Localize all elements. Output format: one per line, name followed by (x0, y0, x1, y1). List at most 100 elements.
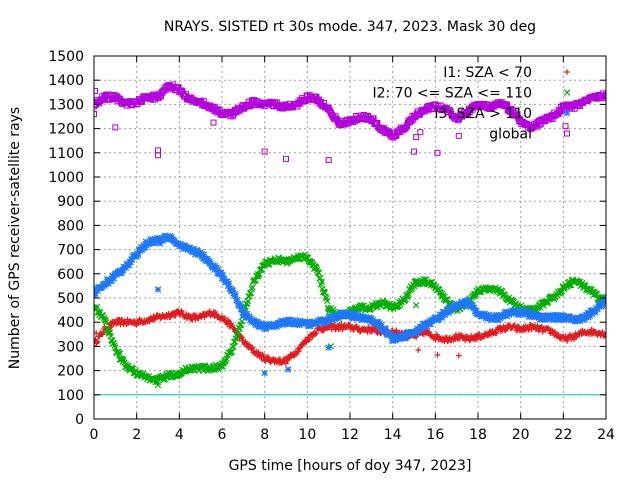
data-point (378, 321, 385, 328)
outlier-point (112, 124, 119, 131)
data-point (110, 275, 118, 282)
data-point (402, 125, 409, 132)
data-point (493, 330, 500, 337)
data-point (473, 307, 480, 315)
data-point (315, 269, 322, 277)
data-point (95, 338, 101, 344)
legend-label: I2: 70 <= SZA <= 110 (372, 86, 532, 102)
outlier-point (94, 111, 97, 118)
data-point (296, 345, 303, 352)
data-point (229, 113, 236, 120)
data-point (222, 315, 228, 321)
data-point (207, 260, 214, 268)
data-point (352, 310, 360, 318)
data-point (419, 325, 426, 333)
data-point (213, 311, 219, 317)
outlier-point (94, 88, 99, 95)
series-1 (94, 307, 606, 367)
data-point (323, 318, 331, 326)
data-point (532, 311, 540, 318)
data-point (266, 320, 273, 328)
data-point (178, 87, 185, 94)
data-point (230, 343, 237, 350)
data-point (192, 251, 199, 258)
legend: I1: SZA < 70 I2: 70 <= SZA <= 110 I3: SZA … (372, 65, 571, 143)
data-point (387, 330, 394, 338)
y-tick-label: 500 (57, 291, 84, 307)
data-point (499, 287, 506, 295)
data-point (168, 233, 175, 241)
data-point (393, 327, 400, 334)
data-point (294, 318, 302, 325)
data-point (602, 332, 606, 338)
data-point (506, 311, 513, 319)
y-tick-label: 0 (75, 412, 84, 428)
data-point (255, 272, 262, 280)
data-point (442, 311, 449, 319)
y-tick-label: 400 (57, 315, 84, 331)
data-point (304, 318, 311, 326)
data-point (397, 335, 404, 343)
data-point (116, 350, 124, 358)
data-point (321, 319, 329, 327)
x-tick-label: 22 (554, 427, 572, 443)
x-tick-label: 16 (426, 427, 444, 443)
data-point (282, 317, 290, 324)
data-point (485, 311, 492, 318)
legend-label: global (489, 127, 532, 143)
outlier-point (417, 129, 424, 136)
legend-marker (564, 130, 570, 137)
legend-marker (563, 89, 571, 96)
data-point (455, 117, 462, 124)
data-point (249, 344, 256, 351)
chart-title: NRAYS. SISTED rt 30s mode. 347, 2023. Ma… (164, 19, 536, 35)
legend-item-4: global (489, 127, 570, 143)
legend-item-1: I1: SZA < 70 (443, 65, 570, 81)
data-point (254, 319, 262, 327)
y-tick-label: 200 (57, 364, 84, 380)
data-point (244, 298, 252, 305)
legend-marker (564, 69, 570, 75)
outlier-point (562, 123, 569, 130)
data-point (596, 300, 604, 308)
outlier-point (116, 356, 123, 363)
data-point (134, 251, 142, 259)
data-point (435, 286, 443, 293)
data-point (359, 313, 367, 320)
data-point (357, 312, 364, 319)
data-point (248, 285, 255, 293)
data-point (603, 91, 606, 98)
data-point (581, 316, 588, 323)
outlier-point (325, 344, 332, 351)
outlier-point (261, 148, 268, 155)
outlier-point (434, 352, 441, 358)
legend-item-3: I3: SZA > 110 (434, 106, 571, 122)
outlier-point (325, 157, 332, 164)
outlier-point (154, 381, 162, 389)
outlier-point (456, 352, 462, 359)
outlier-point (156, 240, 164, 247)
data-point (402, 334, 409, 342)
legend-label: I1: SZA < 70 (443, 65, 532, 81)
outlier-point (412, 302, 420, 309)
data-point (230, 325, 237, 331)
data-point (237, 301, 244, 308)
grid-lines (94, 56, 606, 419)
series-2 (94, 251, 606, 389)
x-tick-label: 6 (218, 427, 227, 443)
data-point (234, 296, 241, 304)
data-point (603, 331, 606, 338)
data-point (321, 326, 327, 333)
data-point (265, 354, 272, 361)
outlier-point (411, 148, 417, 155)
data-point (128, 256, 136, 263)
data-point (366, 317, 374, 325)
data-point (250, 317, 258, 324)
data-point (513, 111, 520, 118)
data-point (476, 331, 483, 337)
data-point (114, 320, 121, 326)
data-point (125, 262, 133, 269)
data-point (254, 270, 262, 278)
data-point (601, 93, 606, 100)
